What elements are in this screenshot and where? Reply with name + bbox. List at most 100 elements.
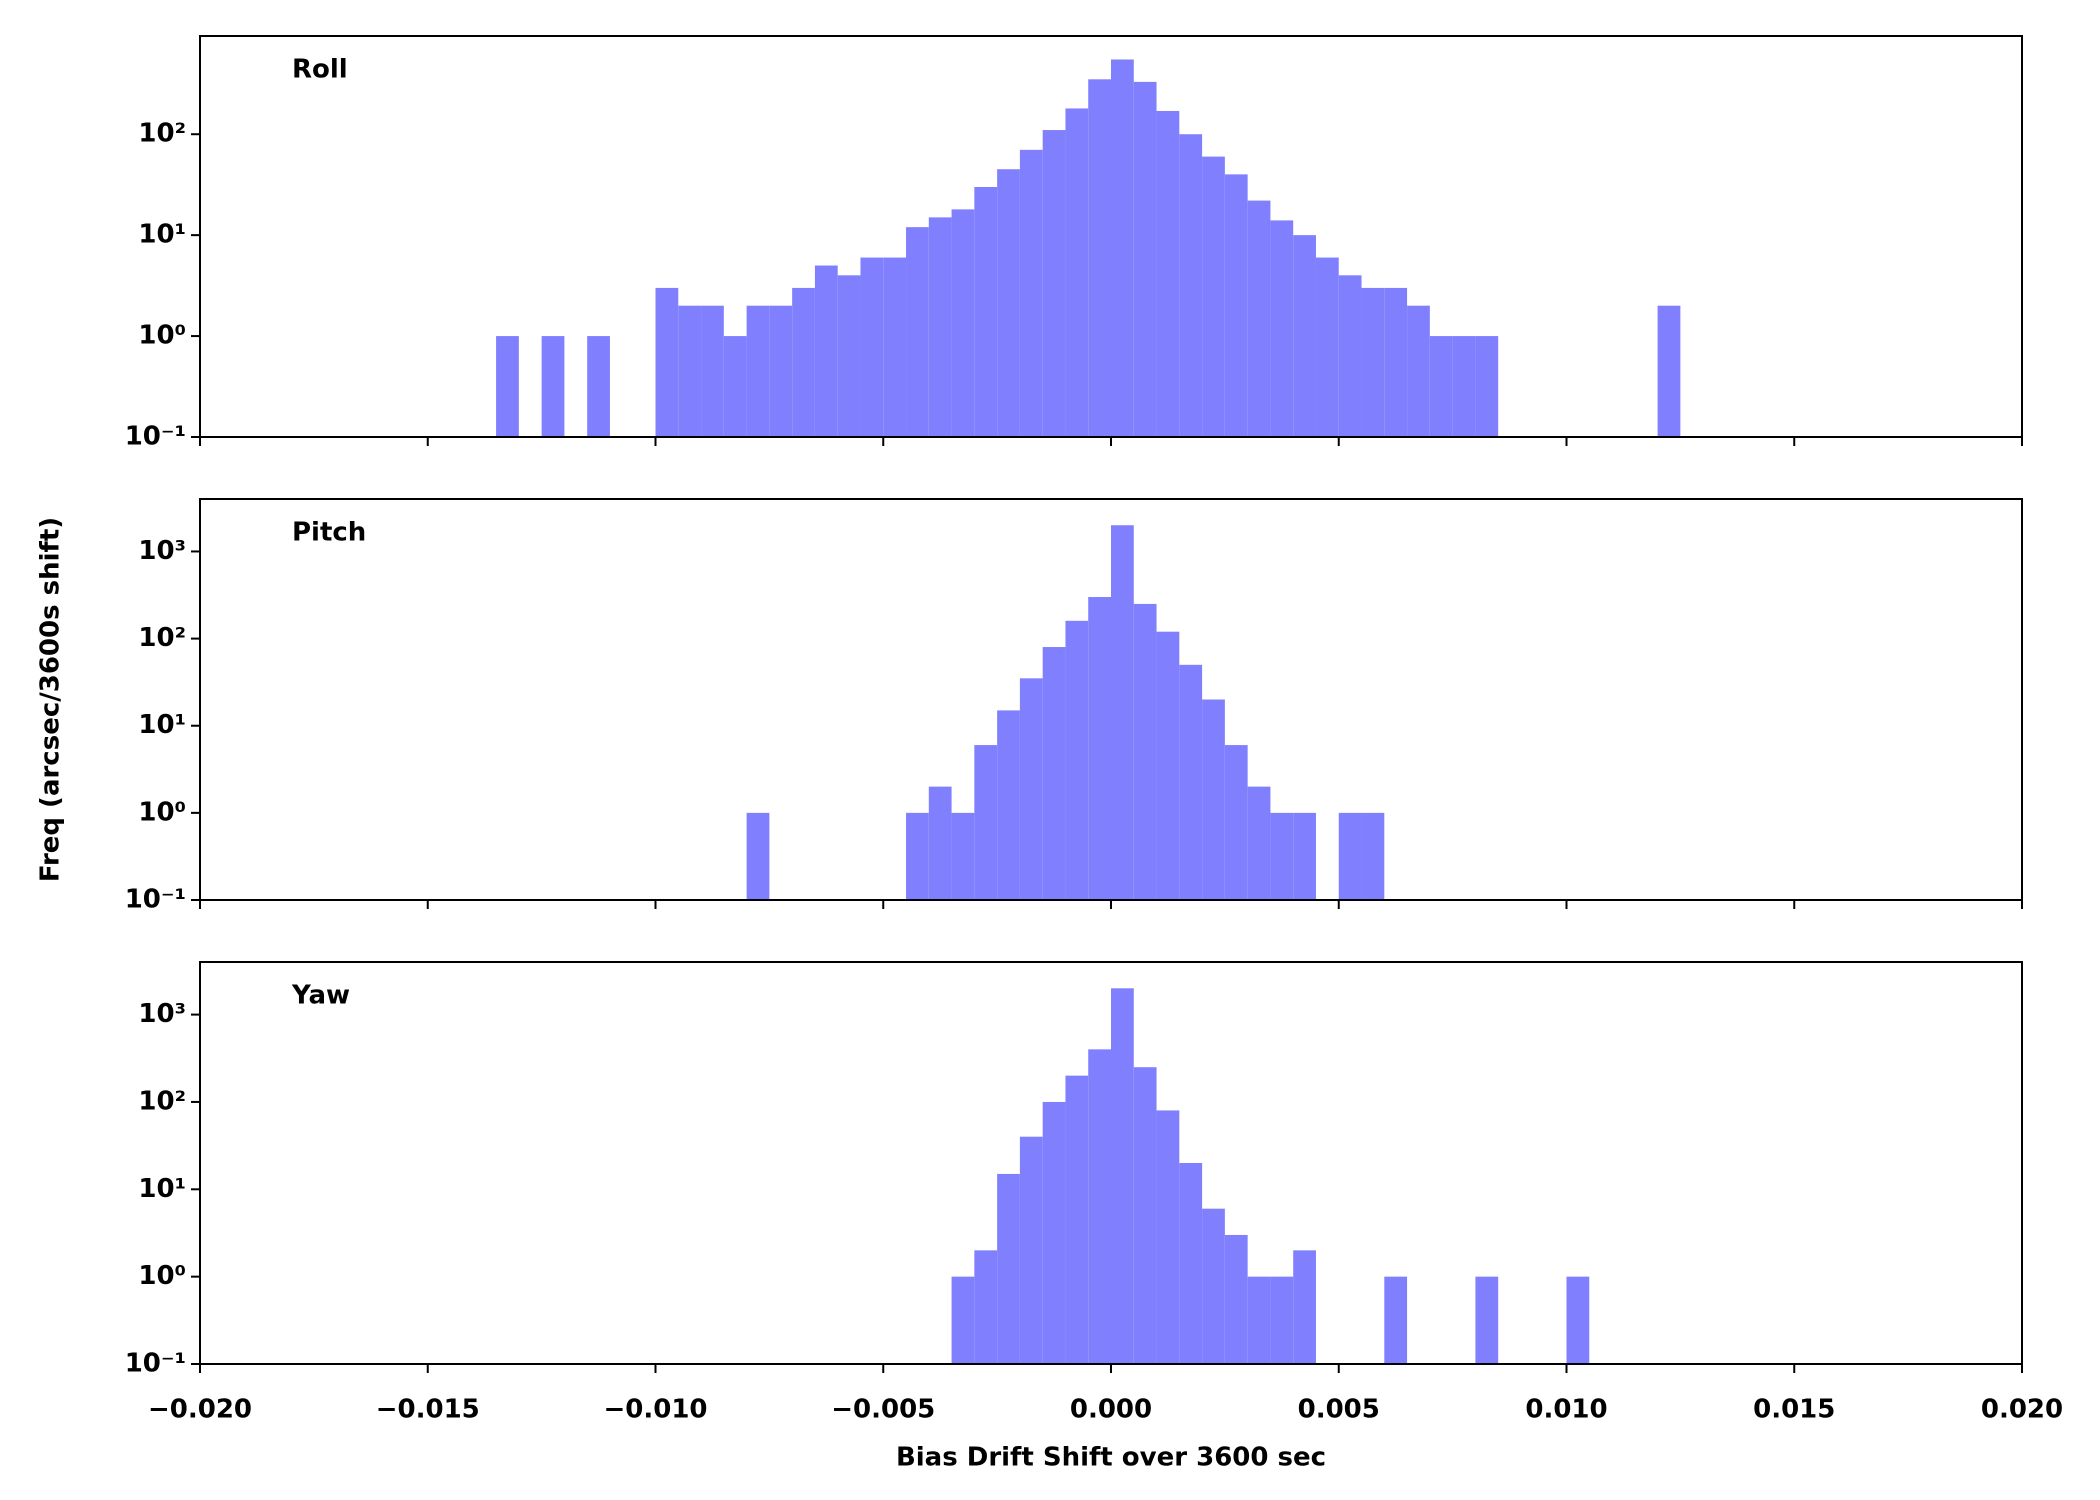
bar [1338,275,1362,437]
bar [1111,988,1134,1364]
bar [1179,1163,1203,1364]
bar [928,217,952,437]
bar [1133,81,1157,437]
bar [541,336,565,437]
bar [951,812,975,900]
bar [1224,174,1248,437]
panel-title: Roll [292,55,348,85]
y-tick-label: 10¹ [138,710,186,740]
bar [496,336,519,437]
bar [928,786,952,900]
bar [1270,1276,1294,1364]
bar [1293,235,1316,437]
bar [1407,305,1430,437]
bar [1065,108,1089,438]
bar [769,305,793,437]
bar [1247,786,1271,900]
y-tick-label: 10² [138,119,186,149]
bar [1247,1276,1271,1364]
bar [678,305,702,437]
x-tick-label: −0.010 [603,1395,707,1425]
y-tick-label: 10¹ [138,1174,186,1204]
bar [723,336,747,437]
bar [1361,812,1385,900]
bar [1019,149,1043,437]
bar [1293,1250,1316,1364]
bar [1111,525,1134,900]
panel-title: Yaw [291,981,350,1011]
bar [587,336,610,437]
bar [1111,59,1134,438]
bar [701,305,724,437]
bar [1179,134,1203,437]
bar [1202,156,1225,438]
bar [1202,1208,1225,1364]
bar [746,305,770,437]
bar [1384,287,1408,437]
bar [1657,305,1681,437]
bar [1429,336,1453,437]
bar [1202,699,1225,900]
bar [1224,1234,1248,1364]
y-tick-label: 10³ [138,999,186,1029]
bar [1156,631,1180,900]
bar [951,209,975,437]
x-tick-label: 0.000 [1070,1395,1152,1425]
bar [1247,200,1271,437]
bar [1065,620,1089,900]
bar [974,186,998,437]
y-tick-label: 10⁰ [138,1261,186,1291]
bar [1156,1110,1180,1364]
bar [883,257,907,437]
bar [1065,1075,1089,1364]
bar [746,812,770,900]
bar [1019,678,1043,900]
y-tick-label: 10⁰ [138,321,186,351]
bar [1156,110,1180,438]
bar [1361,287,1385,437]
bar [814,265,838,437]
x-tick-label: 0.010 [1525,1395,1607,1425]
x-tick-label: −0.015 [376,1395,480,1425]
x-tick-label: 0.005 [1298,1395,1380,1425]
bar [1224,745,1248,900]
bar [951,1276,975,1364]
bar [1315,257,1339,437]
y-tick-label: 10² [138,623,186,653]
y-tick-label: 10³ [138,536,186,566]
bar [974,1250,998,1364]
bar [906,812,929,900]
bar [1293,812,1316,900]
bar [1179,664,1203,900]
bar [1475,1276,1499,1364]
y-axis-label: Freq (arcsec/3600s shift) [36,517,66,882]
bar [1133,603,1157,900]
bar [997,1173,1020,1364]
bar [1133,1067,1157,1364]
panel-title: Pitch [292,518,366,548]
x-tick-label: 0.015 [1753,1395,1835,1425]
x-axis-label: Bias Drift Shift over 3600 sec [896,1443,1326,1473]
bar [860,257,884,437]
y-tick-label: 10⁻¹ [125,885,186,915]
y-tick-label: 10⁻¹ [125,1349,186,1379]
bar [1019,1136,1043,1364]
y-tick-label: 10⁰ [138,797,186,827]
bar [1042,130,1066,437]
bar [655,287,679,437]
bar [1270,812,1294,900]
bar [1088,1049,1111,1364]
bar [1475,336,1499,437]
bar [1384,1276,1408,1364]
bar [1088,597,1111,900]
bar [1338,812,1362,900]
y-tick-label: 10⁻¹ [125,422,186,452]
bar [906,227,929,437]
bar [1270,220,1294,437]
bar [792,287,815,437]
x-tick-label: −0.020 [148,1395,252,1425]
bar [997,710,1020,900]
x-tick-label: −0.005 [831,1395,935,1425]
bar [997,169,1020,437]
